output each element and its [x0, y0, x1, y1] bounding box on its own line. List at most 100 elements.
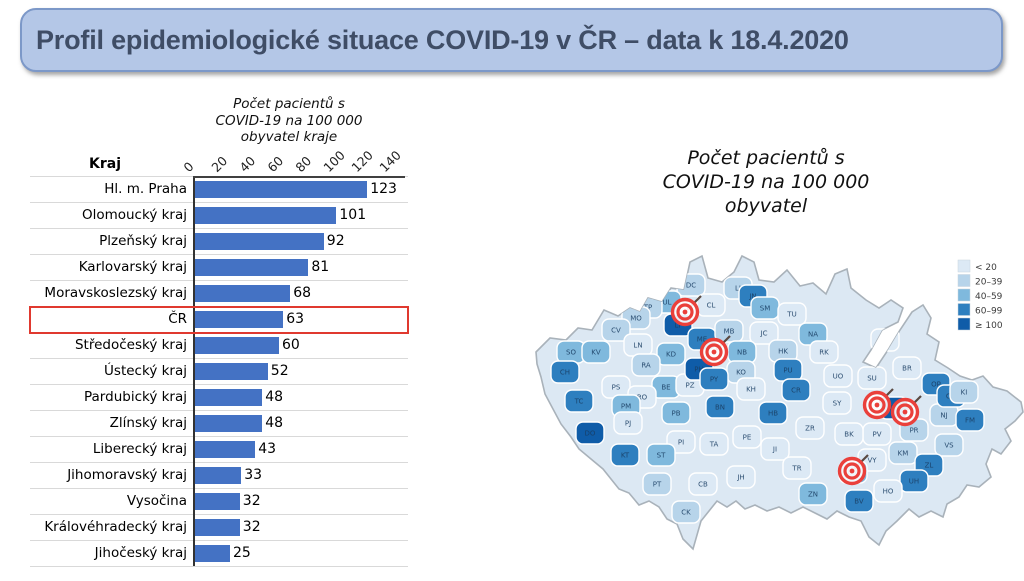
district-code-label: LT: [674, 322, 682, 330]
district-tile: PY: [699, 367, 729, 391]
bar-value-label: 63: [286, 311, 305, 327]
district-code-label: PT: [653, 481, 662, 489]
district-tile: BV: [844, 489, 874, 513]
region-label: Liberecký kraj: [92, 441, 187, 457]
legend-swatch: [957, 274, 971, 287]
district-code-label: HK: [778, 348, 788, 356]
x-axis-line: [193, 175, 405, 178]
district-code-label: NB: [737, 349, 747, 357]
district-tile: JH: [726, 465, 756, 489]
district-tile: MB: [714, 319, 744, 343]
bar-value-label: 33: [244, 467, 263, 483]
bar-value-label: 32: [242, 519, 261, 535]
legend-label: 40–59: [975, 292, 1003, 302]
bar: [195, 440, 256, 458]
district-code-label: RK: [819, 349, 829, 357]
district-tile: DC: [676, 273, 706, 297]
bar-value-label: 43: [258, 441, 277, 457]
district-shape: [795, 416, 825, 440]
district-code-label: TP: [643, 304, 653, 312]
district-shape: [646, 443, 676, 467]
district-code-label: UH: [909, 478, 919, 486]
bar-value-label: 60: [282, 337, 300, 353]
district-tile: PU: [773, 358, 803, 382]
bar-row: Zlínský kraj 48: [30, 410, 408, 437]
district-tile: DO: [575, 421, 605, 445]
bar: [195, 362, 268, 380]
district-code-label: NJ: [940, 412, 947, 420]
district-shape: [581, 340, 611, 364]
district-shape: [834, 422, 864, 446]
district-tile: PB: [661, 401, 691, 425]
bar-plot-area: 81: [193, 254, 408, 280]
district-tile: JE: [870, 328, 900, 352]
bar-value-label: 52: [270, 363, 289, 379]
district-code-label: SM: [760, 305, 770, 313]
bar-value-label: 123: [370, 181, 397, 197]
bar-row: Vysočina 32: [30, 488, 408, 515]
outbreak-markers: [670, 295, 922, 486]
district-shape: [782, 456, 812, 480]
bar: [195, 310, 284, 328]
district-shape: [656, 342, 686, 366]
district-tile: SY: [822, 391, 852, 415]
district-code-label: VS: [944, 442, 954, 450]
district-code-label: CH: [560, 369, 570, 377]
outbreak-target-icon: [699, 335, 731, 367]
district-shape: [699, 432, 729, 456]
district-code-label: ST: [657, 452, 666, 460]
legend-label: 60–99: [975, 307, 1003, 317]
x-tick-label: 100: [320, 147, 348, 175]
district-code-label: SO: [566, 349, 576, 357]
legend-swatch: [957, 303, 971, 316]
district-tile: VS: [934, 433, 964, 457]
district-shape: [631, 353, 661, 377]
district-shape: [809, 340, 839, 364]
district-code-label: BV: [854, 498, 864, 506]
bar-value-label: 32: [242, 493, 261, 509]
district-shape: [714, 319, 744, 343]
district-code-label: PJ: [625, 420, 631, 428]
district-shape: [564, 389, 594, 413]
district-code-label: LN: [633, 342, 642, 350]
column-header-kraj: Kraj: [89, 155, 121, 172]
district-tile: CK: [671, 500, 701, 524]
district-tile: UH: [899, 469, 929, 493]
district-shape: [688, 472, 718, 496]
district-code-label: OP: [931, 381, 941, 389]
district-shape: [873, 479, 903, 503]
district-shape: [705, 395, 735, 419]
bar: [195, 518, 240, 536]
region-label: Vysočina: [126, 493, 187, 509]
district-tile: TU: [777, 302, 807, 326]
target-bullseye: [711, 349, 717, 355]
region-label: Plzeňský kraj: [99, 233, 187, 249]
x-tick-label: 60: [264, 152, 287, 175]
district-shape: [610, 443, 640, 467]
bar-value-label: 48: [265, 389, 284, 405]
district-tile: HO: [873, 479, 903, 503]
target-bullseye: [874, 402, 880, 408]
district-code-label: ZL: [925, 462, 934, 470]
district-code-label: PU: [783, 367, 792, 375]
bar-row: Jihomoravský kraj 33: [30, 462, 408, 489]
district-code-label: PH: [694, 366, 704, 374]
district-shape: [949, 380, 979, 404]
bar-plot-area: 25: [193, 540, 408, 566]
bar-plot-area: 48: [193, 410, 408, 436]
district-code-label: RA: [641, 362, 651, 370]
bar: [195, 388, 263, 406]
district-tile: PJ: [613, 411, 643, 435]
target-middle-ring: [676, 303, 694, 321]
district-shape: [934, 433, 964, 457]
region-label: Jihočeský kraj: [94, 545, 187, 561]
bar-row: Jihočeský kraj 25: [30, 540, 408, 567]
district-code-label: CV: [611, 327, 621, 335]
district-tile: SU: [857, 366, 887, 390]
x-tick-label: 140: [376, 147, 404, 175]
district-shape: [888, 441, 918, 465]
district-shape: [857, 366, 887, 390]
region-label: ČR: [168, 311, 187, 327]
district-tile: KM: [888, 441, 918, 465]
district-tile: PE: [732, 425, 762, 449]
